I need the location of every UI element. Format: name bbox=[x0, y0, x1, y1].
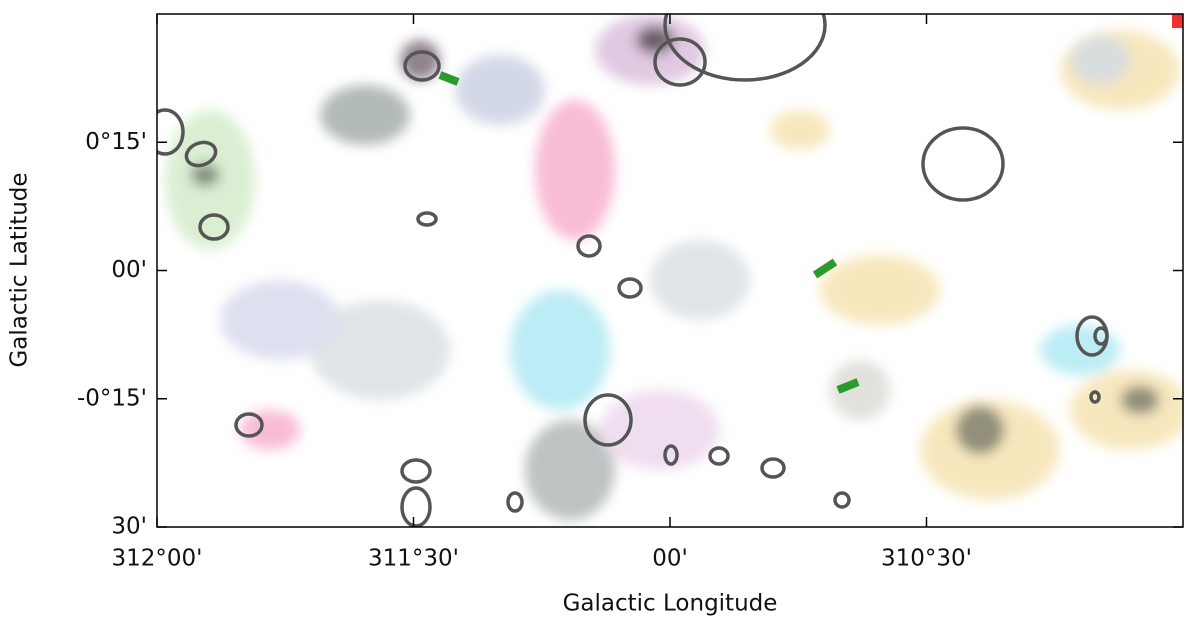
y-axis-label: Galactic Latitude bbox=[7, 172, 33, 367]
source bbox=[760, 457, 786, 479]
source bbox=[400, 458, 432, 484]
y-tick-label: 00' bbox=[111, 257, 147, 283]
emission bbox=[438, 71, 460, 86]
x-tick-label: 310°30' bbox=[881, 546, 972, 572]
sky-map bbox=[157, 14, 1183, 527]
source bbox=[157, 108, 185, 156]
x-tick-label: 312°00' bbox=[112, 546, 203, 572]
emission bbox=[165, 15, 1183, 520]
y-tick-label: 0°15' bbox=[85, 129, 147, 155]
source bbox=[506, 491, 524, 513]
source bbox=[833, 491, 851, 509]
source bbox=[653, 37, 707, 87]
x-tick-label: 00' bbox=[652, 546, 688, 572]
y-tick-label: -0°15' bbox=[77, 385, 147, 411]
x-axis-label: Galactic Longitude bbox=[563, 591, 778, 617]
y-tick-label: 30' bbox=[111, 514, 147, 540]
source bbox=[198, 213, 230, 241]
source bbox=[1093, 326, 1109, 346]
emission bbox=[1172, 14, 1183, 28]
source bbox=[663, 14, 827, 82]
source bbox=[234, 412, 264, 438]
source bbox=[184, 140, 218, 168]
source bbox=[617, 277, 643, 299]
source bbox=[416, 211, 438, 227]
source bbox=[663, 444, 679, 466]
source bbox=[403, 50, 441, 82]
emission bbox=[812, 258, 838, 279]
source bbox=[921, 126, 1005, 202]
source bbox=[1089, 390, 1101, 404]
x-tick-label: 311°30' bbox=[368, 546, 459, 572]
source bbox=[576, 234, 602, 258]
emission bbox=[836, 378, 860, 394]
source bbox=[708, 446, 730, 466]
source bbox=[400, 486, 432, 527]
sources bbox=[157, 14, 1109, 527]
source bbox=[583, 393, 633, 447]
